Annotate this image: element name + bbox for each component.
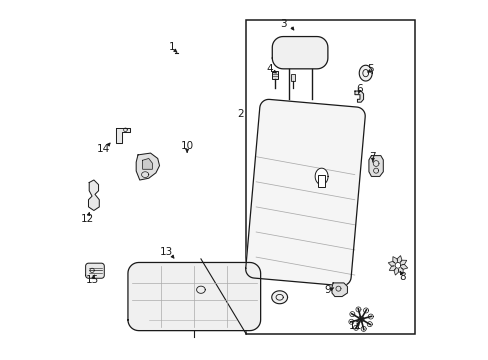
Polygon shape <box>116 128 129 143</box>
Text: 12: 12 <box>81 215 94 224</box>
Text: 4: 4 <box>266 64 272 74</box>
Polygon shape <box>314 168 327 185</box>
Polygon shape <box>393 265 398 275</box>
Text: 11: 11 <box>348 321 362 331</box>
Text: 2: 2 <box>237 109 244 119</box>
Text: 6: 6 <box>355 84 362 94</box>
Polygon shape <box>142 158 152 169</box>
Polygon shape <box>245 99 365 286</box>
Text: 8: 8 <box>399 272 406 282</box>
Text: 5: 5 <box>366 64 372 74</box>
Polygon shape <box>394 262 400 268</box>
Text: 9: 9 <box>324 285 330 296</box>
Polygon shape <box>271 291 287 304</box>
Polygon shape <box>397 265 407 269</box>
Text: 1: 1 <box>168 42 175 52</box>
Polygon shape <box>368 156 383 176</box>
Polygon shape <box>397 260 406 265</box>
Bar <box>272 71 278 79</box>
Polygon shape <box>388 265 397 270</box>
Polygon shape <box>392 257 397 265</box>
Text: 15: 15 <box>85 275 99 285</box>
Text: 13: 13 <box>160 247 173 257</box>
Polygon shape <box>354 91 363 102</box>
Polygon shape <box>396 256 401 265</box>
Polygon shape <box>136 153 159 180</box>
Bar <box>246 21 414 334</box>
Polygon shape <box>128 262 260 330</box>
Polygon shape <box>85 263 104 278</box>
Text: 14: 14 <box>97 144 110 154</box>
Polygon shape <box>387 261 397 266</box>
Polygon shape <box>359 65 371 81</box>
Bar <box>317 175 325 187</box>
Polygon shape <box>331 283 346 297</box>
Text: 10: 10 <box>180 141 193 151</box>
Bar <box>290 74 295 81</box>
Text: 3: 3 <box>280 19 286 29</box>
Polygon shape <box>88 180 99 211</box>
Polygon shape <box>397 265 402 274</box>
Polygon shape <box>272 37 327 69</box>
Text: 7: 7 <box>369 152 375 162</box>
